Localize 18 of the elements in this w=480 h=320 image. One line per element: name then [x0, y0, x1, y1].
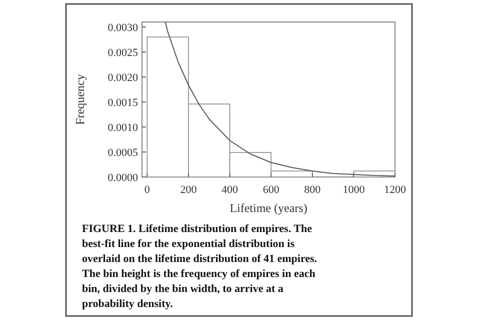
x-tick-label: 600 — [262, 184, 280, 196]
y-tick-label: 0.0015 — [108, 96, 138, 109]
x-axis-title: Lifetime (years) — [230, 201, 308, 215]
x-tick-label: 400 — [222, 184, 239, 196]
y-tick-label: 0.0025 — [108, 46, 138, 59]
y-axis-title: Frequency — [73, 74, 87, 125]
y-tick-label: 0.0010 — [108, 122, 138, 134]
x-tick-label: 0 — [144, 184, 150, 196]
x-tick-label: 1000 — [342, 184, 366, 196]
caption: FIGURE 1. Lifetime distribution of empires. The best-fit line for the exponential distribution is overlaid on the lifetime distribution of 41 empires. The bin height is the frequency of empires in each bin, divided by the bin width, to arrive at a probability density. — [82, 223, 318, 310]
y-tick-label: 0.0020 — [108, 72, 138, 84]
x-tick-label: 1200 — [384, 184, 406, 196]
x-tick-label: 800 — [304, 184, 322, 196]
line-series — [164, 22, 396, 176]
y-tick-label: 0.0005 — [108, 146, 138, 159]
y-tick-label: 0.0030 — [108, 22, 138, 34]
x-tick-label: 200 — [180, 184, 198, 196]
y-tick-label: 0.0000 — [108, 172, 138, 184]
